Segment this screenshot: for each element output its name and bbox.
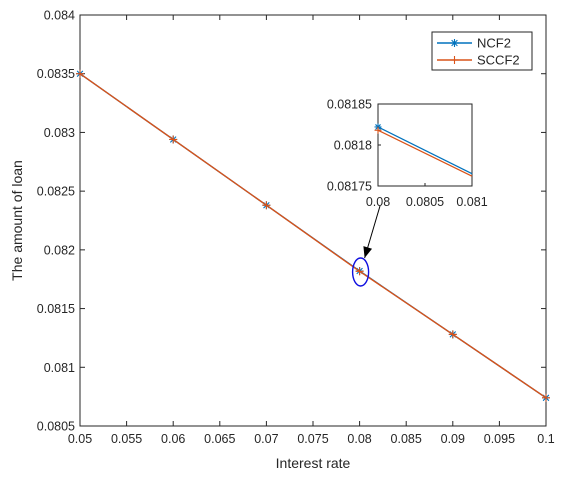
inset-x-tick-label: 0.081	[456, 195, 487, 209]
inset-y-tick-label: 0.0818	[334, 139, 372, 153]
y-tick-label: 0.081	[44, 361, 75, 375]
x-axis-title: Interest rate	[276, 455, 351, 471]
x-tick-label: 0.06	[161, 432, 185, 446]
y-tick-label: 0.0805	[37, 420, 75, 434]
inset-series-line-sccf2	[377, 129, 473, 177]
arrow-head	[363, 246, 373, 258]
y-tick-label: 0.083	[44, 126, 75, 140]
inset-x-tick-label: 0.0805	[406, 195, 444, 209]
legend-marker-sccf2	[450, 56, 459, 64]
legend-marker-ncf2	[450, 39, 459, 47]
main-axes: 0.05 0.055 0.06 0.065 0.07 0.075 0.08 0.085 0.09…	[37, 9, 555, 447]
inset-y-tick-label: 0.08185	[327, 98, 372, 112]
legend-box	[431, 31, 533, 71]
data-point-sccf2	[448, 330, 457, 339]
inset-series-line-ncf2	[377, 126, 473, 175]
data-point-sccf2	[169, 135, 178, 144]
y-tick-label: 0.0825	[37, 185, 75, 199]
data-point-sccf2	[76, 69, 84, 78]
x-tick-label: 0.085	[391, 432, 422, 446]
x-tick-label: 0.055	[111, 432, 142, 446]
y-axis-title: The amount of loan	[9, 160, 25, 281]
legend-label-sccf2: SCCF2	[477, 53, 520, 68]
y-tick-label: 0.0835	[37, 67, 75, 81]
legend-label-ncf2: NCF2	[477, 36, 511, 51]
data-point-sccf2	[542, 393, 550, 402]
x-tick-label: 0.1	[537, 432, 554, 446]
inset-x-tick-label: 0.08	[366, 195, 390, 209]
x-tick-label: 0.07	[254, 432, 278, 446]
plot-frame	[79, 14, 547, 427]
x-tick-label: 0.075	[297, 432, 328, 446]
inset-frame	[377, 103, 473, 187]
inset-y-tick-label: 0.08175	[327, 180, 372, 194]
inset-zoom-plot: 0.08 0.0805 0.081 0.08175 0.0818 0.08185	[327, 98, 488, 210]
y-tick-label: 0.0815	[37, 302, 75, 316]
data-point-sccf2	[262, 201, 271, 210]
x-tick-label: 0.05	[68, 432, 92, 446]
y-tick-label: 0.082	[44, 243, 75, 257]
x-tick-label: 0.065	[204, 432, 235, 446]
main-series	[76, 69, 550, 402]
x-tick-label: 0.08	[347, 432, 371, 446]
legend: NCF2 SCCF2	[431, 31, 533, 71]
highlight-annotation	[351, 205, 381, 287]
x-tick-label: 0.095	[484, 432, 515, 446]
series-line-sccf2	[79, 73, 547, 399]
highlight-ellipse	[351, 257, 370, 287]
x-tick-label: 0.09	[441, 432, 465, 446]
inset-data-point-sccf2	[374, 126, 382, 134]
y-tick-label: 0.084	[44, 9, 75, 23]
data-point-sccf2	[355, 267, 364, 276]
